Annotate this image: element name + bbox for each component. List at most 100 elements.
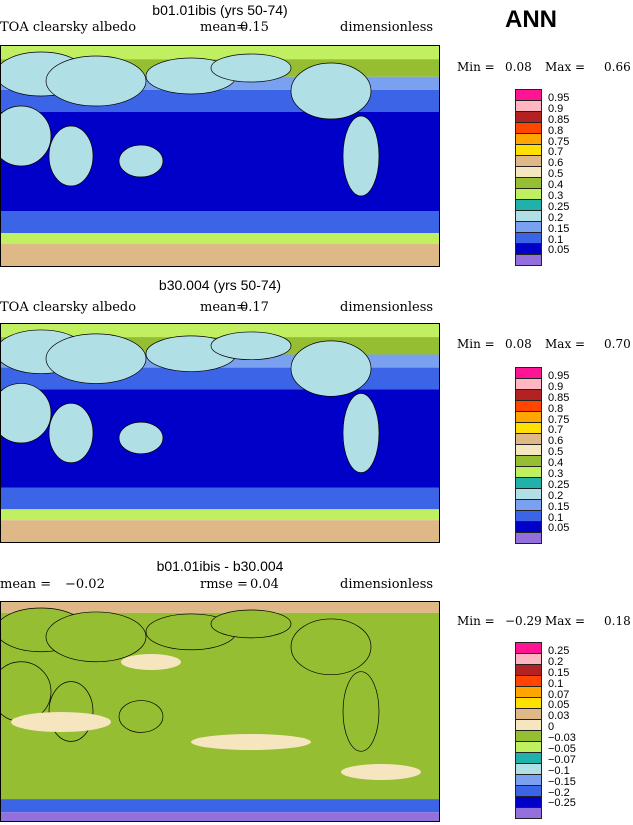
colorbar-swatch — [515, 697, 542, 708]
colorbar-label: 0.2 — [548, 655, 564, 668]
colorbar-swatch — [515, 367, 542, 378]
colorbar-swatch — [515, 730, 542, 741]
colorbar-swatch — [515, 708, 542, 719]
contour-band — [1, 520, 439, 542]
plot-title: b01.01ibis (yrs 50-74) — [152, 2, 288, 18]
max-value: 0.18 — [604, 614, 631, 628]
colorbar-label: 0.6 — [548, 435, 564, 448]
colorbar-label: 0.2 — [548, 211, 564, 224]
colorbar-swatch — [515, 188, 542, 199]
colorbar — [515, 642, 542, 819]
land-region — [0, 105, 52, 167]
plot-title: b30.004 (yrs 50-74) — [158, 277, 282, 293]
colorbar-swatch — [515, 243, 542, 254]
mean-label: mean = — [0, 577, 52, 592]
colorbar-label: 0.3 — [548, 190, 564, 203]
colorbar-label: 0.05 — [548, 522, 570, 535]
colorbar-swatch — [515, 433, 542, 444]
max-label: Max = — [545, 337, 586, 351]
colorbar-swatch — [515, 488, 542, 499]
land-region — [48, 402, 94, 464]
land-region — [210, 609, 292, 639]
max-label: Max = — [545, 60, 586, 74]
colorbar-swatch — [515, 411, 542, 422]
colorbar-swatch — [515, 422, 542, 433]
colorbar-swatch — [515, 400, 542, 411]
max-label: Max = — [545, 614, 586, 628]
colorbar-label: 0.8 — [548, 402, 564, 415]
colorbar-swatch — [515, 133, 542, 144]
min-label: Min = — [457, 337, 495, 351]
colorbar-swatch — [515, 177, 542, 188]
min-value: 0.08 — [505, 60, 532, 74]
colorbar-label: 0.1 — [548, 233, 564, 246]
land-region — [45, 611, 147, 663]
min-label: Min = — [457, 614, 495, 628]
colorbar-label: 0.1 — [548, 511, 564, 524]
colorbar-swatch — [515, 477, 542, 488]
colorbar-label: 0.05 — [548, 244, 570, 257]
colorbar-label: 0.4 — [548, 457, 564, 470]
units-label: dimensionless — [340, 20, 434, 35]
colorbar-swatch — [515, 166, 542, 177]
colorbar-label: 0.15 — [548, 666, 570, 679]
colorbar-swatch — [515, 210, 542, 221]
colorbar-label: 0.03 — [548, 710, 570, 723]
colorbar-swatch — [515, 664, 542, 675]
rmse-value: 0.04 — [250, 577, 279, 592]
colorbar-label: 0.85 — [548, 391, 570, 404]
colorbar — [515, 367, 542, 544]
colorbar-label: 0.25 — [548, 478, 570, 491]
land-region — [118, 144, 164, 178]
land-region — [48, 681, 94, 742]
colorbar-label: 0.95 — [548, 370, 570, 382]
land-region — [48, 125, 94, 187]
mean-value: −0.02 — [65, 577, 105, 592]
colorbar-swatch — [515, 254, 542, 266]
colorbar-swatch — [515, 444, 542, 455]
colorbar-swatch — [515, 100, 542, 111]
colorbar-swatch — [515, 719, 542, 730]
colorbar-swatch — [515, 378, 542, 389]
contour-map — [0, 601, 440, 822]
colorbar-swatch — [515, 510, 542, 521]
colorbar-swatch — [515, 455, 542, 466]
colorbar-labels: 0.25 0.2 0.15 0.1 0.07 0.05 0.03 0 −0.03 −0.05 −0.… — [548, 646, 576, 809]
rmse-label: rmse = — [200, 577, 248, 592]
min-value: 0.08 — [505, 337, 532, 351]
land-region — [290, 618, 372, 676]
colorbar-swatch — [515, 763, 542, 774]
colorbar-swatch — [515, 89, 542, 100]
colorbar-swatch — [515, 686, 542, 697]
colorbar-swatch — [515, 111, 542, 122]
contour-band — [1, 799, 439, 813]
colorbar-label: 0.1 — [548, 677, 564, 690]
mean-label: mean= — [200, 20, 248, 35]
contour-band — [1, 233, 439, 244]
contour-band — [1, 509, 439, 521]
colorbar-swatch — [515, 122, 542, 133]
land-region — [118, 421, 164, 455]
colorbar-label: −0.07 — [548, 753, 576, 766]
colorbar-label: 0.07 — [548, 688, 570, 701]
colorbar-swatch — [515, 752, 542, 763]
colorbar-label: 0.25 — [548, 645, 570, 657]
colorbar-label: 0.75 — [548, 135, 570, 148]
colorbar-label: 0.8 — [548, 124, 564, 137]
colorbar-label: 0 — [548, 721, 555, 734]
colorbar-swatch — [515, 807, 542, 819]
colorbar-swatch — [515, 199, 542, 210]
colorbar-label: 0.5 — [548, 168, 564, 181]
colorbar-label: 0.85 — [548, 113, 570, 126]
colorbar-label: 0.95 — [548, 92, 570, 104]
colorbar-label: 0.05 — [548, 699, 570, 712]
contour-patch — [11, 712, 111, 732]
mean-value: 0.15 — [240, 20, 269, 35]
contour-band — [1, 46, 439, 60]
min-value: −0.29 — [505, 614, 542, 628]
colorbar-swatch — [515, 675, 542, 686]
max-value: 0.70 — [604, 337, 631, 351]
colorbar-label: 0.15 — [548, 500, 570, 513]
colorbar-label: −0.25 — [548, 797, 576, 810]
colorbar-label: 0.2 — [548, 489, 564, 502]
